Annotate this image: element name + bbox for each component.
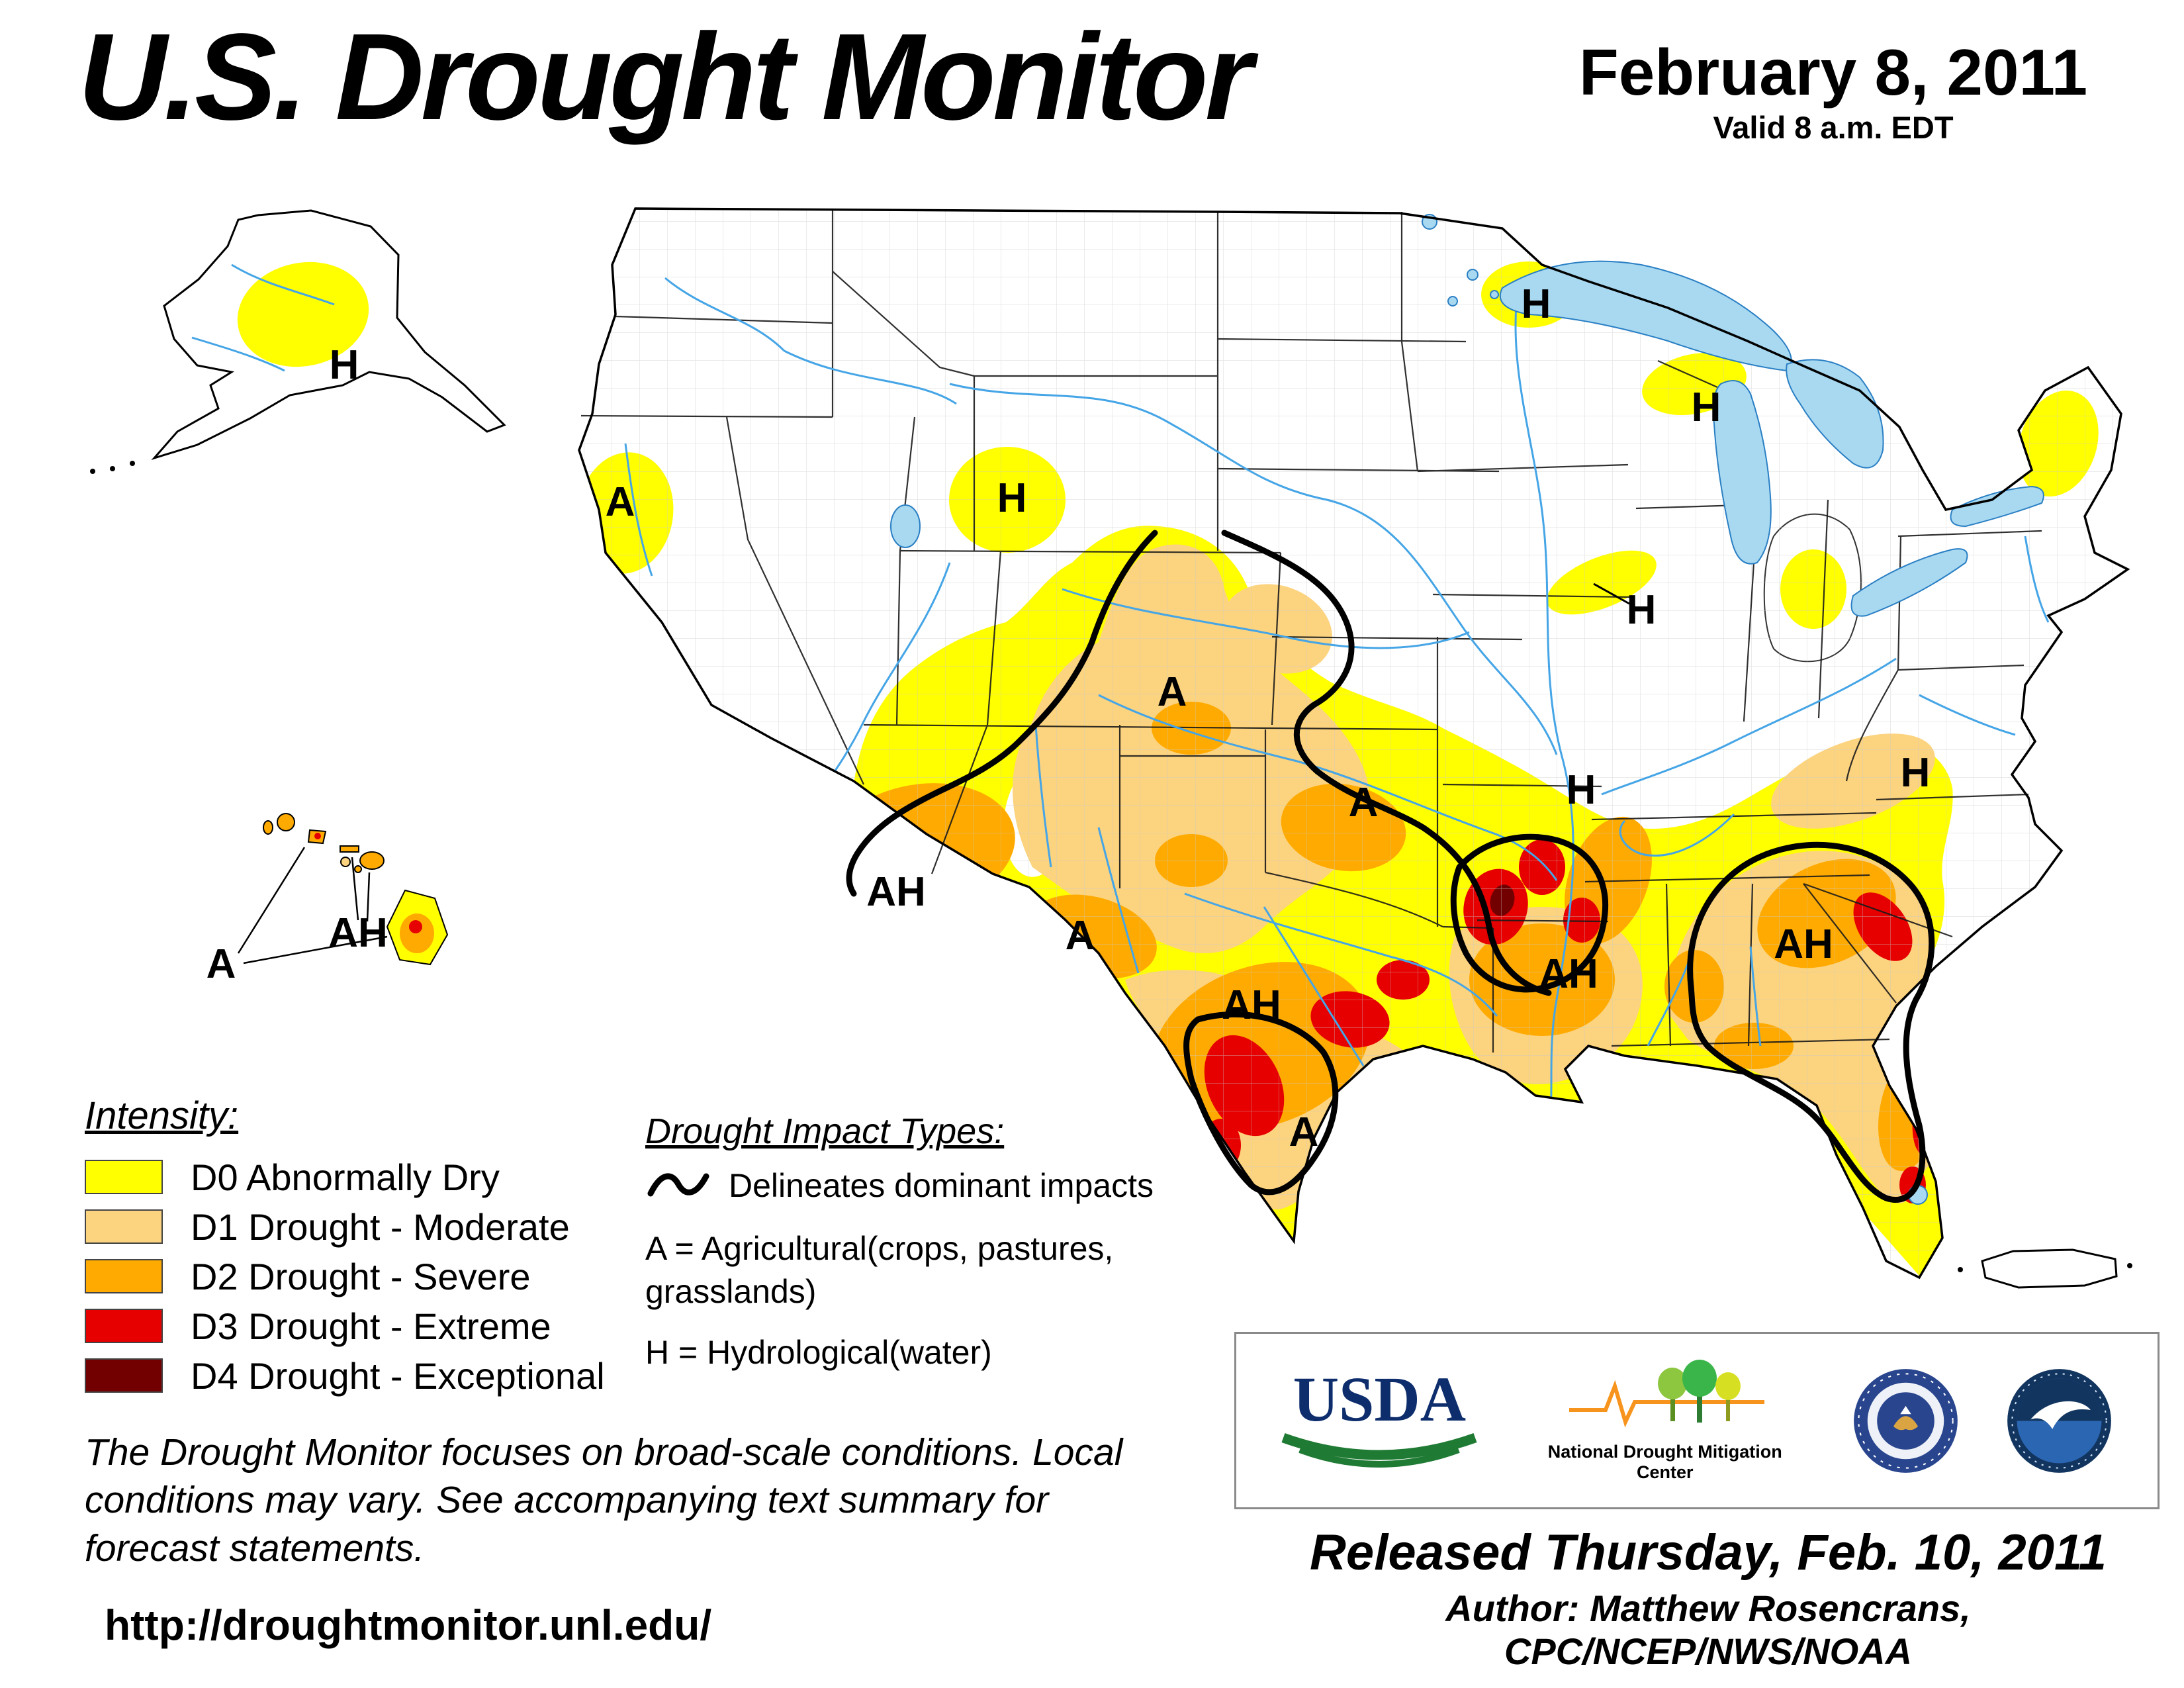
legend-label-d2: D2 Drought - Severe — [191, 1255, 531, 1297]
commerce-seal-icon — [1854, 1368, 1958, 1473]
impact-hydrological-text: H = Hydrological(water) — [645, 1334, 992, 1371]
wisconsin-label-pointer — [1593, 583, 1630, 605]
ndmc-logo: National Drought Mitigation Center — [1523, 1358, 1807, 1483]
map-label-georgia: AH — [1774, 921, 1833, 967]
drought-map-svg — [90, 207, 2132, 1289]
intensity-legend: Intensity: D0 Abnormally Dry D1 Drought … — [85, 1094, 605, 1406]
conus-outline — [578, 207, 2130, 1280]
legend-row-d4: D4 Drought - Exceptional — [85, 1354, 605, 1397]
legend-swatch-d3 — [85, 1309, 163, 1343]
map-label-alaska: H — [329, 342, 359, 388]
map-label-hawaii-a: A — [206, 941, 236, 987]
noaa-logo-icon — [2007, 1368, 2111, 1473]
ndmc-trees-icon — [1569, 1360, 1764, 1428]
puerto-rico-inset — [1958, 1248, 2132, 1289]
map-label-south-texas: A — [1289, 1109, 1319, 1155]
map-label-minnesota: H — [1521, 281, 1551, 327]
map-label-virginia: H — [1900, 750, 1931, 796]
legend-swatch-d2 — [85, 1259, 163, 1293]
great-lakes — [890, 214, 2044, 1205]
ndmc-caption: National Drought Mitigation Center — [1547, 1442, 1782, 1482]
usda-swoosh-icon — [1281, 1432, 1477, 1468]
impact-types-heading: Drought Impact Types: — [645, 1111, 1005, 1151]
map-label-wyoming: A — [1157, 669, 1187, 715]
map-label-norcal: A — [605, 479, 635, 525]
alaska-inset — [90, 209, 506, 474]
release-block: Released Thursday, Feb. 10, 2011 Author:… — [1257, 1524, 2159, 1673]
rivers — [624, 277, 2050, 1146]
map-label-west-texas: A — [1065, 913, 1095, 959]
agency-logo-box: USDA National Drought Mitigation Center — [1234, 1332, 2160, 1509]
legend-swatch-d4 — [85, 1358, 163, 1393]
hawaii-inset — [237, 813, 449, 966]
impact-delineation-lines — [846, 530, 1935, 1203]
valid-time: Valid 8 a.m. EDT — [1713, 109, 1954, 145]
impact-agricultural-text: A = Agricultural(crops, pastures, grassl… — [645, 1230, 1114, 1310]
map-label-south-central-texas: AH — [1222, 982, 1281, 1028]
disclaimer-text: The Drought Monitor focuses on broad-sca… — [85, 1431, 1123, 1570]
legend-swatch-d0 — [85, 1160, 163, 1194]
impact-delineates-text: Delineates dominant impacts — [729, 1167, 1154, 1204]
us-drought-map: H A H A A H H H H H AH A AH A AH AH AH A — [0, 165, 2184, 1311]
impact-delineation-icon — [647, 1173, 709, 1197]
map-label-idaho: H — [997, 475, 1027, 521]
legend-row-d1: D1 Drought - Moderate — [85, 1205, 605, 1248]
legend-label-d1: D1 Drought - Moderate — [191, 1205, 570, 1248]
legend-heading: Intensity: — [85, 1094, 239, 1137]
map-label-michigan: H — [1691, 385, 1721, 430]
usda-wordmark: USDA — [1293, 1364, 1467, 1435]
state-borders — [580, 211, 2042, 1053]
map-label-kansas: A — [1348, 780, 1379, 825]
page-title: U.S. Drought Monitor — [78, 9, 1253, 146]
date-block: February 8, 2011 Valid 8 a.m. EDT — [1542, 38, 2124, 146]
legend-row-d0: D0 Abnormally Dry — [85, 1156, 605, 1198]
map-label-missouri: H — [1566, 767, 1596, 813]
legend-row-d2: D2 Drought - Severe — [85, 1255, 605, 1297]
legend-row-d3: D3 Drought - Extreme — [85, 1305, 605, 1347]
legend-label-d4: D4 Drought - Exceptional — [191, 1354, 605, 1397]
usda-logo: USDA — [1280, 1364, 1479, 1472]
impact-types-block: Drought Impact Types: Delineates dominan… — [645, 1111, 1208, 1372]
legend-label-d3: D3 Drought - Extreme — [191, 1305, 551, 1347]
legend-swatch-d1 — [85, 1209, 163, 1244]
author-text: Author: Matthew Rosencrans, CPC/NCEP/NWS… — [1445, 1587, 1971, 1672]
map-label-louisiana: AH — [1539, 951, 1598, 997]
legend-label-d0: D0 Abnormally Dry — [191, 1156, 500, 1198]
drought-monitor-url: http://droughtmonitor.unl.edu/ — [105, 1601, 712, 1649]
map-label-arizona-newmexico: AH — [866, 869, 926, 915]
map-label-hawaii-ah: AH — [328, 910, 388, 956]
map-date: February 8, 2011 — [1578, 36, 2088, 109]
map-label-wisconsin: H — [1626, 587, 1657, 633]
released-text: Released Thursday, Feb. 10, 2011 — [1310, 1524, 2107, 1581]
